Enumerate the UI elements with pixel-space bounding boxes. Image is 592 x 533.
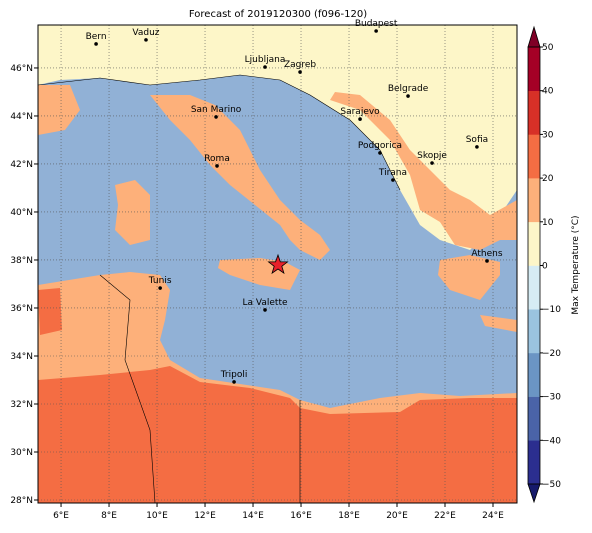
colorbar-tick-label: −30 (542, 393, 561, 403)
city-label: Skopje (417, 151, 447, 161)
city-dot (144, 38, 148, 42)
colorbar-bin (528, 134, 540, 179)
lon-tick-label: 12°E (194, 511, 216, 521)
lon-tick-label: 20°E (386, 511, 408, 521)
colorbar-bin (528, 47, 540, 91)
lat-tick-label: 34°N (10, 352, 33, 362)
lat-tick-label: 38°N (10, 256, 33, 266)
city-dot (214, 115, 218, 119)
lat-tick-label: 40°N (10, 208, 33, 218)
colorbar-tick-label: 40 (542, 87, 554, 97)
city-dot (232, 380, 236, 384)
colorbar-bin (528, 90, 540, 135)
city-dot (485, 259, 489, 263)
colorbar-label: Max Temperature (°C) (571, 215, 581, 314)
city-dot (430, 161, 434, 165)
colorbar-tick-label: −50 (542, 480, 561, 490)
city-label: Tripoli (220, 370, 248, 380)
city-dot (158, 286, 162, 290)
city-dot (406, 94, 410, 98)
colorbar-extend-over (527, 25, 541, 48)
lon-tick-label: 22°E (434, 511, 456, 521)
colorbar-bin (528, 178, 540, 223)
colorbar-bin (528, 440, 540, 485)
colorbar-bin (528, 396, 540, 441)
title: Forecast of 2019120300 (f096-120) (189, 9, 367, 20)
lat-tick-label: 46°N (10, 64, 33, 74)
city-label: Sarajevo (340, 107, 380, 117)
colorbar-tick-label: −40 (542, 436, 561, 446)
city-label: Bern (86, 32, 107, 42)
lon-tick-label: 14°E (242, 511, 264, 521)
colorbar-bin (528, 221, 540, 266)
city-label: Belgrade (388, 84, 429, 94)
city-dot (263, 308, 267, 312)
lon-tick-label: 8°E (101, 511, 117, 521)
colorbar-bin (528, 352, 540, 397)
lat-tick-label: 28°N (10, 496, 33, 506)
city-dot (358, 117, 362, 121)
city-label: Zagreb (284, 60, 316, 70)
city-label: Roma (204, 154, 230, 164)
map-frame (37, 24, 518, 504)
city-label: Budapest (355, 19, 398, 29)
lon-tick-label: 10°E (146, 511, 168, 521)
city-label: Vaduz (132, 28, 159, 38)
colorbar-extend-under (527, 483, 541, 504)
lat-tick-label: 30°N (10, 448, 33, 458)
city-label: Sofia (466, 135, 488, 145)
lat-tick-label: 32°N (10, 400, 33, 410)
lat-tick-label: 42°N (10, 160, 33, 170)
city-dot (475, 145, 479, 149)
city-dot (263, 65, 267, 69)
city-label: Athens (471, 249, 502, 259)
colorbar-tick-label: 0 (542, 262, 548, 272)
colorbar-tick-label: −10 (542, 305, 561, 315)
lon-tick-label: 18°E (338, 511, 360, 521)
city-dot (378, 151, 382, 155)
colorbar-tick-label: 50 (542, 43, 554, 53)
city-dot (374, 29, 378, 33)
city-dot (94, 42, 98, 46)
colorbar-tick-label: −20 (542, 349, 561, 359)
lon-tick-label: 16°E (290, 511, 312, 521)
city-label: La Valette (243, 298, 288, 308)
city-label: Ljubljana (245, 55, 286, 65)
city-dot (391, 178, 395, 182)
city-label: Tirana (378, 168, 407, 178)
lon-tick-label: 6°E (53, 511, 69, 521)
city-label: Podgorica (358, 141, 402, 151)
city-dot (298, 70, 302, 74)
colorbar-tick-label: 10 (542, 218, 554, 228)
colorbar-tick-label: 30 (542, 130, 554, 140)
location-star (267, 253, 289, 275)
lon-tick-label: 24°E (482, 511, 504, 521)
city-dot (215, 164, 219, 168)
city-label: Tunis (148, 276, 172, 286)
city-label: San Marino (191, 105, 242, 115)
colorbar-bin (528, 309, 540, 354)
lat-tick-label: 44°N (10, 112, 33, 122)
colorbar-tick-label: 20 (542, 174, 554, 184)
lat-tick-label: 36°N (10, 304, 33, 314)
colorbar-bin (528, 265, 540, 310)
